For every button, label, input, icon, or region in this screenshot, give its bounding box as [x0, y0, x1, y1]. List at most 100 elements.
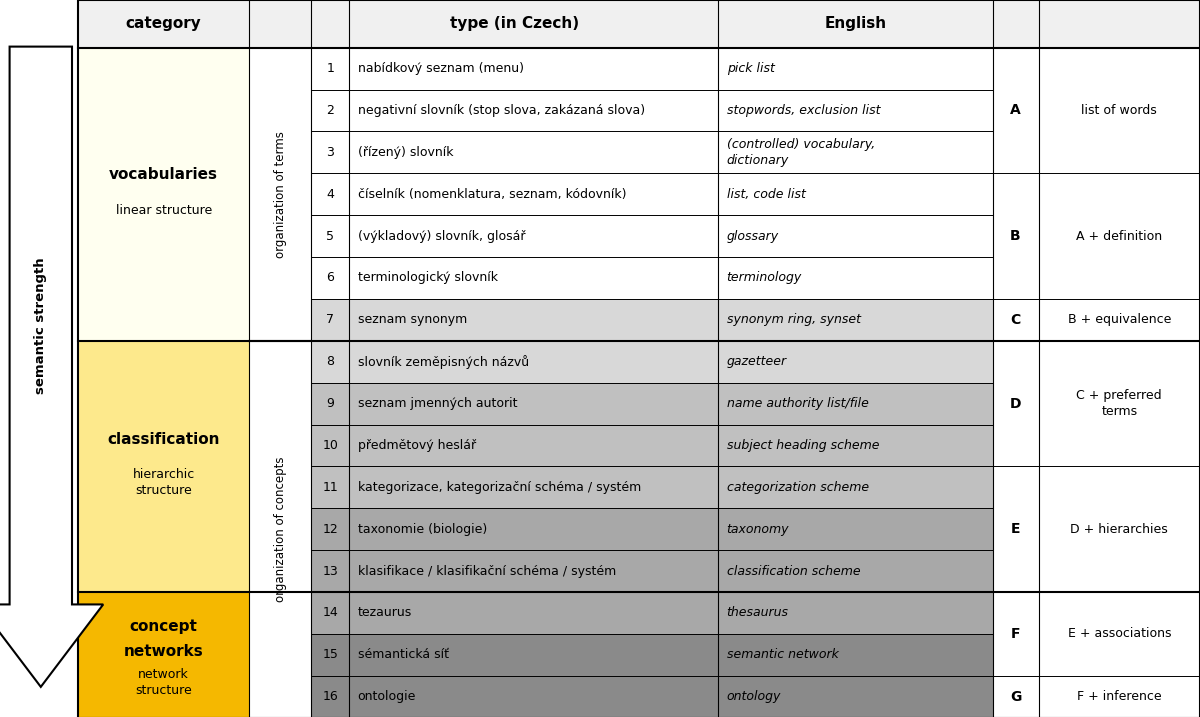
Text: 8: 8 — [326, 355, 335, 369]
Text: organization of concepts: organization of concepts — [274, 457, 287, 602]
Bar — [992, 675, 1039, 717]
Bar — [718, 675, 992, 717]
Bar — [349, 424, 718, 466]
Text: negativní slovník (stop slova, zakázaná slova): negativní slovník (stop slova, zakázaná … — [358, 104, 644, 117]
Text: 14: 14 — [323, 607, 338, 619]
Bar — [718, 592, 992, 634]
Text: (controlled) vocabulary,
dictionary: (controlled) vocabulary, dictionary — [726, 138, 875, 167]
Text: gazetteer: gazetteer — [726, 355, 787, 369]
Bar — [718, 466, 992, 508]
Bar — [1039, 299, 1200, 341]
Bar — [78, 0, 248, 48]
Bar — [248, 0, 311, 48]
Text: terminology: terminology — [726, 272, 802, 285]
Bar — [992, 466, 1039, 592]
Text: (výkladový) slovník, glosář: (výkladový) slovník, glosář — [358, 229, 526, 242]
Text: semantic strength: semantic strength — [35, 257, 47, 394]
Bar — [311, 90, 349, 131]
Text: (řízený) slovník: (řízený) slovník — [358, 146, 454, 159]
Bar — [718, 0, 992, 48]
Bar — [992, 592, 1039, 675]
Bar — [718, 508, 992, 550]
Bar — [349, 215, 718, 257]
Bar — [718, 634, 992, 675]
Bar — [1039, 466, 1200, 592]
Text: C: C — [1010, 313, 1021, 327]
Text: taxonomie (biologie): taxonomie (biologie) — [358, 523, 487, 536]
Bar — [992, 47, 1039, 174]
Text: kategorizace, kategorizační schéma / systém: kategorizace, kategorizační schéma / sys… — [358, 481, 641, 494]
Bar — [718, 383, 992, 424]
Bar — [718, 424, 992, 466]
Bar — [1039, 592, 1200, 675]
Bar — [718, 48, 992, 90]
Bar — [311, 675, 349, 717]
Text: category: category — [126, 16, 202, 32]
Bar — [349, 341, 718, 383]
Bar — [718, 550, 992, 592]
Bar — [311, 299, 349, 341]
Text: 7: 7 — [326, 313, 335, 326]
Text: B + equivalence: B + equivalence — [1068, 313, 1171, 326]
Bar — [311, 592, 349, 634]
Bar — [349, 48, 718, 90]
Text: seznam jmenných autorit: seznam jmenných autorit — [358, 397, 517, 410]
Bar — [349, 383, 718, 424]
Bar — [311, 174, 349, 215]
Text: tezaurus: tezaurus — [358, 607, 412, 619]
Text: organization of terms: organization of terms — [274, 130, 287, 257]
Text: číselník (nomenklatura, seznam, kódovník): číselník (nomenklatura, seznam, kódovník… — [358, 188, 626, 201]
Text: type (in Czech): type (in Czech) — [450, 16, 580, 32]
Text: ontology: ontology — [726, 690, 781, 703]
Text: C + preferred
terms: C + preferred terms — [1076, 389, 1162, 418]
Bar — [992, 341, 1039, 466]
Bar — [349, 675, 718, 717]
Bar — [349, 257, 718, 299]
Bar — [311, 257, 349, 299]
Polygon shape — [0, 47, 103, 687]
Bar — [718, 131, 992, 174]
Bar — [1039, 341, 1200, 466]
Bar — [349, 299, 718, 341]
Text: 5: 5 — [326, 229, 335, 242]
Text: A: A — [1010, 103, 1021, 118]
Bar — [78, 592, 248, 717]
Bar — [718, 215, 992, 257]
Text: categorization scheme: categorization scheme — [726, 481, 869, 494]
Bar — [311, 466, 349, 508]
Bar — [349, 508, 718, 550]
Text: 9: 9 — [326, 397, 334, 410]
Text: English: English — [824, 16, 887, 32]
Text: network
structure: network structure — [136, 668, 192, 697]
Bar — [718, 257, 992, 299]
Text: E + associations: E + associations — [1068, 627, 1171, 640]
Text: 12: 12 — [323, 523, 338, 536]
Text: 2: 2 — [326, 104, 334, 117]
Bar — [992, 299, 1039, 341]
Bar — [349, 466, 718, 508]
Bar — [248, 47, 311, 341]
Bar — [349, 174, 718, 215]
Text: name authority list/file: name authority list/file — [726, 397, 869, 410]
Text: klasifikace / klasifikační schéma / systém: klasifikace / klasifikační schéma / syst… — [358, 564, 616, 578]
Text: F + inference: F + inference — [1076, 690, 1162, 703]
Text: G: G — [1010, 690, 1021, 703]
Bar — [349, 550, 718, 592]
Bar — [992, 0, 1200, 48]
Text: 10: 10 — [323, 439, 338, 452]
Text: networks: networks — [124, 644, 204, 659]
Text: thesaurus: thesaurus — [726, 607, 788, 619]
Bar — [349, 592, 718, 634]
Bar — [311, 508, 349, 550]
Text: taxonomy: taxonomy — [726, 523, 790, 536]
Text: vocabularies: vocabularies — [109, 166, 218, 181]
Bar — [1039, 174, 1200, 299]
Bar — [311, 0, 718, 48]
Text: sémantická síť: sémantická síť — [358, 648, 449, 661]
Text: list of words: list of words — [1081, 104, 1157, 117]
Bar — [78, 341, 248, 592]
Text: nabídkový seznam (menu): nabídkový seznam (menu) — [358, 62, 523, 75]
Text: 11: 11 — [323, 481, 338, 494]
Text: 4: 4 — [326, 188, 334, 201]
Text: glossary: glossary — [726, 229, 779, 242]
